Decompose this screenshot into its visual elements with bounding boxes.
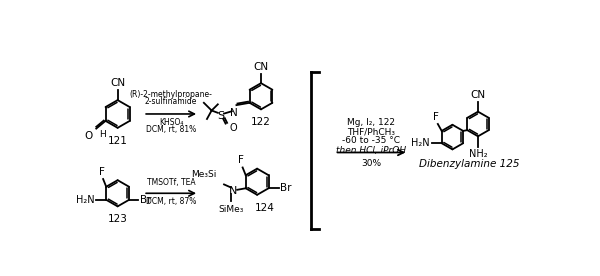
Text: F: F	[98, 167, 104, 177]
Text: H₂N: H₂N	[76, 195, 95, 205]
Text: 30%: 30%	[361, 159, 382, 168]
Text: then HCl, iPrOH: then HCl, iPrOH	[337, 145, 407, 155]
Text: F: F	[433, 112, 439, 122]
Text: H: H	[100, 130, 106, 139]
Text: 122: 122	[251, 117, 271, 127]
Text: 123: 123	[107, 214, 128, 224]
Text: Br: Br	[140, 195, 151, 205]
Text: 2-sulfinamide: 2-sulfinamide	[145, 97, 197, 106]
Text: CN: CN	[253, 62, 269, 71]
Text: (R)-2-methylpropane-: (R)-2-methylpropane-	[130, 90, 212, 99]
Text: 121: 121	[107, 136, 128, 145]
Text: 124: 124	[255, 203, 275, 213]
Text: NH₂: NH₂	[469, 149, 487, 160]
Text: H₂N: H₂N	[412, 138, 430, 148]
Text: -60 to -35 °C: -60 to -35 °C	[343, 136, 400, 145]
Text: F: F	[238, 155, 244, 165]
Text: O: O	[84, 131, 92, 141]
Text: O: O	[229, 123, 237, 133]
Text: SiMe₃: SiMe₃	[218, 205, 244, 214]
Text: Me₃Si: Me₃Si	[191, 170, 216, 179]
Text: KHSO₄: KHSO₄	[159, 118, 183, 127]
Text: Dibenzylamine 125: Dibenzylamine 125	[419, 160, 520, 169]
Text: DCM, rt, 81%: DCM, rt, 81%	[146, 125, 196, 134]
Text: N: N	[230, 108, 238, 118]
Text: DCM, rt, 87%: DCM, rt, 87%	[146, 197, 196, 206]
Text: Br: Br	[280, 183, 292, 193]
Text: N: N	[229, 185, 238, 196]
Text: Mg, I₂, 122: Mg, I₂, 122	[347, 118, 395, 127]
Text: THF/PhCH₃: THF/PhCH₃	[347, 127, 395, 136]
Text: CN: CN	[470, 90, 485, 100]
Text: S: S	[217, 111, 224, 121]
Text: TMSOTf, TEA: TMSOTf, TEA	[147, 178, 196, 187]
Text: CN: CN	[110, 78, 125, 88]
